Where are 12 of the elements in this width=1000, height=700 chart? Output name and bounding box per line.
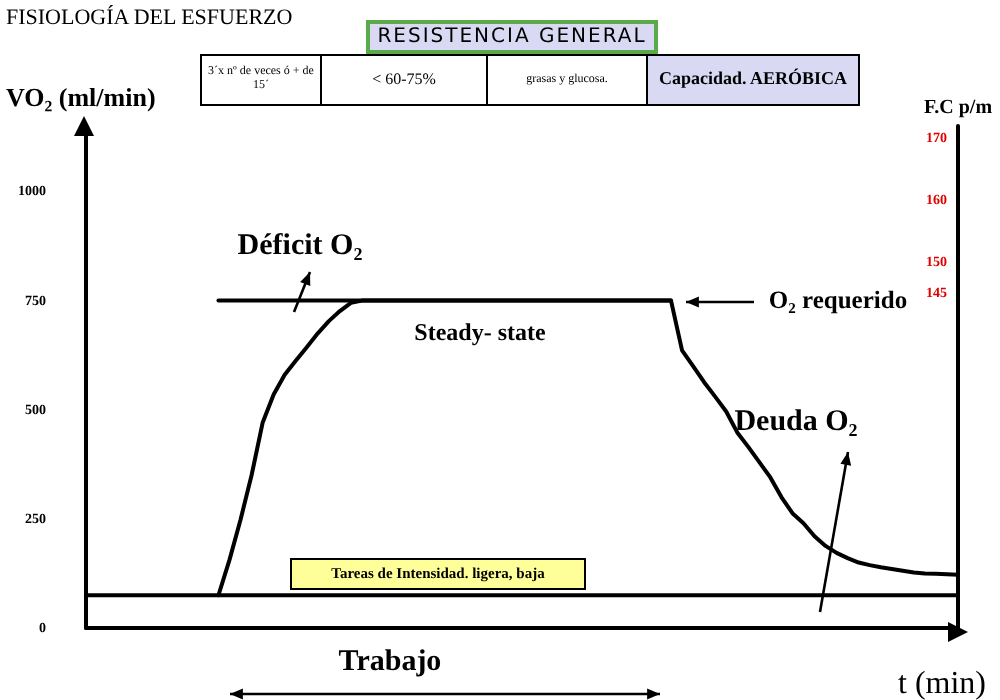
chart-title: FISIOLOGÍA DEL ESFUERZO (6, 6, 293, 31)
x-axis-title: t (min) (898, 667, 986, 700)
y2-axis-title: F.C p/m (923, 97, 994, 119)
annotation: Deuda O₂ (732, 403, 860, 442)
text-box: RESISTENCIA GENERAL (366, 20, 658, 54)
annotation: Déficit O₂ (235, 227, 365, 266)
y-axis-title: VO₂ (ml/min) (6, 82, 156, 112)
text: < 60-75% (320, 54, 488, 106)
text: Trabajo (336, 643, 444, 682)
annotation: Steady- state (412, 318, 548, 350)
annotation: O₂ requerido (766, 284, 910, 319)
text-box: Capacidad. AERÓBICA (646, 54, 860, 106)
